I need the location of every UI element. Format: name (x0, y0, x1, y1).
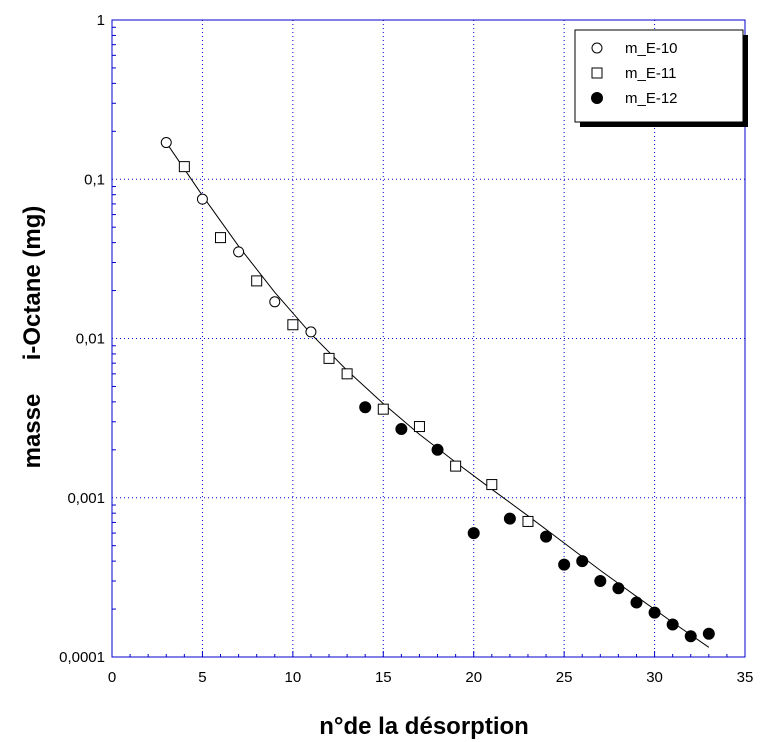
x-tick-label: 25 (556, 669, 573, 686)
x-axis-title: n°de la désorption (319, 713, 529, 740)
data-point-m_E-11 (287, 319, 299, 331)
data-point-m_E-12 (431, 443, 444, 456)
data-point-m_E-12 (540, 530, 553, 543)
y-tick-label: 0,01 (76, 331, 105, 348)
data-point-m_E-12 (395, 423, 408, 436)
data-point-m_E-12 (558, 558, 571, 571)
data-point-m_E-12 (630, 596, 643, 609)
legend: m_E-10 m_E-11 m_E-12 (574, 29, 748, 127)
data-point-m_E-11 (450, 460, 462, 472)
data-point-m_E-10 (196, 193, 208, 205)
legend-marker-m_E-10 (591, 42, 603, 54)
data-point-m_E-12 (359, 401, 372, 414)
legend-label: m_E-10 (625, 40, 678, 57)
data-point-m_E-11 (486, 479, 498, 491)
y-tick-label: 0,001 (67, 490, 105, 507)
data-point-m_E-12 (467, 527, 480, 540)
x-tick-label: 10 (285, 669, 302, 686)
data-point-m_E-11 (341, 368, 353, 380)
data-point-m_E-12 (612, 582, 625, 595)
data-point-m_E-11 (251, 275, 263, 287)
legend-label: m_E-11 (625, 65, 676, 82)
data-point-m_E-10 (233, 246, 245, 258)
y-tick-label: 0,0001 (59, 649, 105, 666)
data-points (160, 137, 715, 643)
x-tick-label: 0 (108, 669, 116, 686)
data-point-m_E-11 (522, 515, 534, 527)
series-m_E-12 (359, 401, 715, 643)
x-tick-label: 15 (375, 669, 392, 686)
data-point-m_E-12 (684, 630, 697, 643)
x-tick-label: 20 (465, 669, 482, 686)
data-point-m_E-12 (702, 627, 715, 640)
data-point-m_E-10 (305, 326, 317, 338)
y-axis-title: masse i-Octane (mg) (19, 206, 46, 469)
grid (112, 20, 745, 657)
data-point-m_E-11 (377, 403, 389, 415)
y-tick-labels: 0,0001 0,001 0,01 0,1 1 (59, 12, 105, 666)
data-point-m_E-12 (666, 618, 679, 631)
series-m_E-11 (178, 161, 534, 527)
legend-marker-m_E-12 (591, 92, 603, 104)
y-tick-label: 0,1 (84, 171, 105, 188)
x-tick-labels: 0 5 10 15 20 25 30 35 (108, 669, 754, 686)
legend-box (574, 29, 744, 123)
series-m_E-10 (160, 137, 317, 338)
data-point-m_E-11 (413, 421, 425, 433)
x-tick-label: 35 (737, 669, 754, 686)
data-point-m_E-10 (269, 296, 281, 308)
data-point-m_E-12 (576, 555, 589, 568)
data-point-m_E-11 (215, 232, 227, 244)
data-point-m_E-12 (503, 512, 516, 525)
legend-label: m_E-12 (625, 90, 678, 107)
data-point-m_E-11 (323, 352, 335, 364)
x-tick-label: 30 (646, 669, 663, 686)
data-point-m_E-12 (648, 606, 661, 619)
data-point-m_E-10 (160, 137, 172, 149)
x-tick-label: 5 (198, 669, 206, 686)
data-point-m_E-12 (594, 575, 607, 588)
data-point-m_E-11 (178, 161, 190, 173)
y-tick-label: 1 (97, 12, 105, 29)
axis-ticks (111, 26, 746, 657)
legend-marker-m_E-11 (591, 67, 603, 79)
